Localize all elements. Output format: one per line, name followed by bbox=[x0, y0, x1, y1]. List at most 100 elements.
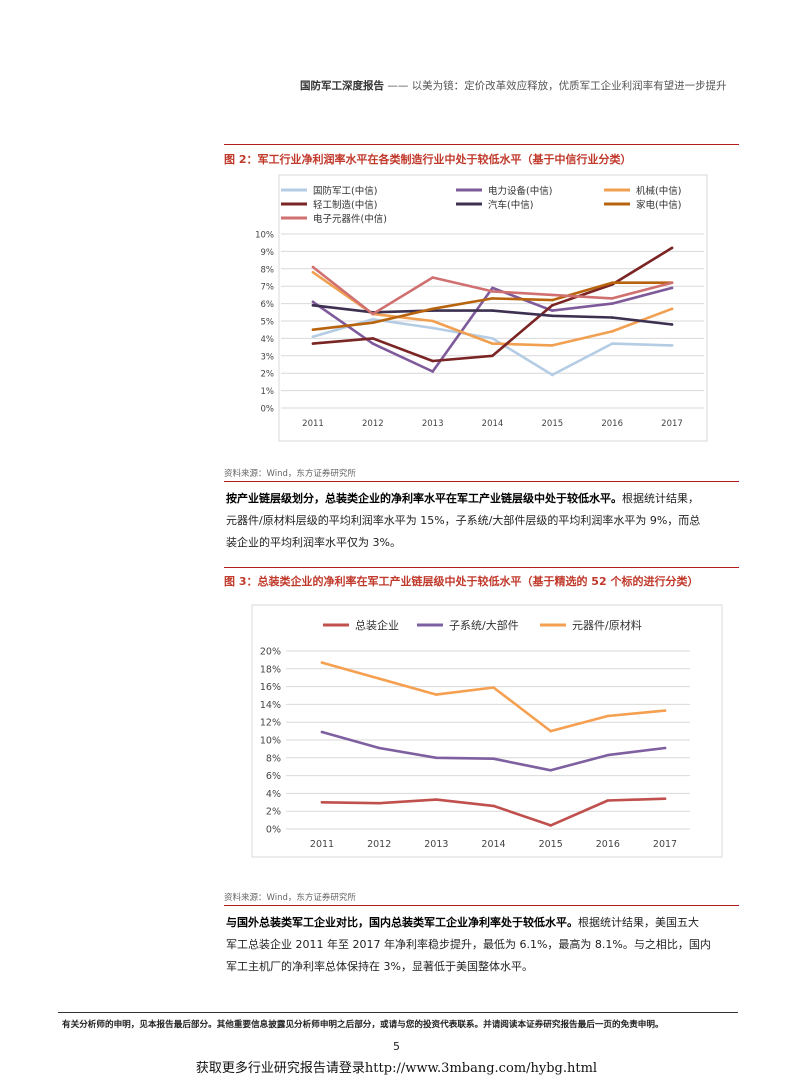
data-point bbox=[551, 293, 554, 297]
data-point bbox=[492, 804, 495, 808]
legend-label: 国防军工(中信) bbox=[313, 185, 377, 197]
promo-link[interactable]: 获取更多行业研究报告请登录http://www.3mbang.com/hybg.… bbox=[195, 1061, 598, 1076]
data-point bbox=[371, 312, 375, 316]
y-tick-label: 8% bbox=[266, 753, 281, 764]
x-tick-label: 2012 bbox=[367, 839, 391, 850]
legend-label: 元器件/原材料 bbox=[572, 618, 642, 632]
data-point bbox=[670, 286, 674, 290]
legend-label: 机械(中信) bbox=[636, 185, 681, 197]
data-point bbox=[492, 757, 495, 760]
data-point bbox=[491, 337, 494, 340]
figure3-bottom-rule bbox=[224, 905, 739, 906]
data-point bbox=[431, 370, 434, 373]
y-tick-label: 2% bbox=[266, 807, 281, 818]
paragraph-foreign-comparison: 与国外总装类军工企业对比，国内总装类军工企业净利率处于较低水平。根据统计结果，美… bbox=[226, 912, 738, 978]
legend-label: 总装企业 bbox=[355, 618, 399, 632]
data-point bbox=[371, 321, 375, 325]
figure3-top-rule bbox=[224, 567, 739, 568]
series-line-1 bbox=[311, 318, 674, 377]
data-point bbox=[670, 344, 674, 347]
y-tick-label: 7% bbox=[261, 283, 275, 293]
data-point bbox=[610, 302, 614, 305]
y-tick-label: 4% bbox=[261, 335, 275, 345]
report-name: 国防军工深度报告 bbox=[300, 80, 384, 92]
data-point bbox=[377, 801, 381, 805]
data-point bbox=[549, 768, 552, 772]
data-point bbox=[549, 729, 552, 733]
page-number: 5 bbox=[393, 1040, 400, 1053]
y-tick-label: 6% bbox=[261, 300, 275, 310]
data-point bbox=[610, 330, 614, 333]
footer-rule bbox=[58, 1012, 738, 1013]
x-tick-label: 2014 bbox=[481, 839, 505, 850]
y-tick-label: 20% bbox=[260, 647, 281, 658]
figure3-chart: 0% 2% 4% 6% 8% 10% 12% 14% 16% 18% 20% 2011 2012 2013… bbox=[251, 604, 723, 858]
y-tick-label: 16% bbox=[260, 682, 281, 693]
x-tick-label: 2012 bbox=[362, 419, 384, 429]
paragraph1-line1: 根据统计结果， bbox=[622, 492, 699, 505]
data-point bbox=[670, 281, 674, 285]
data-point bbox=[670, 246, 674, 250]
data-point bbox=[551, 304, 554, 307]
y-tick-label: 4% bbox=[266, 789, 281, 800]
paragraph-chain-levels: 按产业链层级划分，总装类企业的净利率水平在军工产业链层级中处于较低水平。根据统计… bbox=[226, 488, 738, 554]
figure2-title: 图 2：军工行业净利润率水平在各类制造行业中处于较低水平（基于中信行业分类） bbox=[224, 153, 632, 166]
data-point bbox=[320, 661, 324, 664]
paragraph2-line3: 军工主机厂的净利率总体保持在 3%，显著低于美国整体水平。 bbox=[226, 960, 533, 973]
header-dash: —— bbox=[387, 80, 409, 92]
data-point bbox=[663, 797, 667, 801]
data-point bbox=[491, 309, 494, 312]
data-point bbox=[606, 714, 610, 718]
data-point bbox=[551, 373, 554, 377]
legend-label: 家电(中信) bbox=[636, 199, 681, 211]
x-tick-label: 2015 bbox=[539, 839, 563, 850]
report-subtitle: 以美为镜：定价改革效应释放，优质军工企业利润率有望进一步提升 bbox=[411, 80, 727, 92]
x-tick-label: 2011 bbox=[302, 419, 324, 429]
y-tick-label: 2% bbox=[261, 370, 275, 380]
y-tick-label: 1% bbox=[261, 387, 275, 397]
data-point bbox=[606, 753, 610, 757]
data-point bbox=[431, 307, 434, 311]
footer-disclaimer: 有关分析师的申明，见本报告最后部分。其他重要信息披露见分析师申明之后部分，或请与… bbox=[62, 1020, 664, 1030]
figure2-top-rule bbox=[224, 144, 739, 145]
x-tick-label: 2014 bbox=[482, 419, 504, 429]
data-point bbox=[311, 300, 315, 304]
data-point bbox=[491, 297, 494, 300]
figure2-chart: 0% 1% 2% 3% 4% 5% 6% 7% 8% 9% 10% 2011 2012 2013 2014 2… bbox=[255, 174, 708, 442]
data-point bbox=[435, 756, 438, 760]
data-point bbox=[431, 276, 434, 279]
paragraph1-line2: 元器件/原材料层级的平均利润率水平为 15%，子系统/大部件层级的平均利润率水平… bbox=[226, 514, 701, 527]
y-tick-label: 3% bbox=[261, 352, 275, 362]
legend-label: 电力设备(中信) bbox=[488, 185, 552, 197]
data-point bbox=[491, 342, 494, 345]
data-point bbox=[610, 281, 614, 285]
data-point bbox=[311, 304, 315, 307]
paragraph1-line3: 装企业的平均利润率水平仅为 3%。 bbox=[226, 536, 401, 549]
data-point bbox=[491, 290, 494, 293]
data-point bbox=[371, 337, 375, 340]
data-point bbox=[431, 359, 434, 363]
series-line-1 bbox=[320, 797, 667, 827]
x-tick-label: 2017 bbox=[653, 839, 677, 850]
y-tick-label: 6% bbox=[266, 771, 281, 782]
x-tick-label: 2016 bbox=[596, 839, 620, 850]
data-point bbox=[435, 693, 438, 696]
data-point bbox=[551, 298, 554, 302]
paragraph2-lead: 与国外总装类军工企业对比，国内总装类军工企业净利率处于较低水平。 bbox=[226, 916, 578, 929]
data-point bbox=[610, 342, 614, 345]
x-tick-label: 2011 bbox=[310, 839, 334, 850]
data-point bbox=[371, 342, 375, 345]
chart-frame bbox=[278, 174, 708, 442]
paragraph2-line1: 根据统计结果，美国五大 bbox=[578, 916, 699, 929]
data-point bbox=[377, 746, 381, 750]
figure2-bottom-rule bbox=[224, 481, 739, 482]
y-tick-label: 9% bbox=[261, 248, 275, 258]
report-header: 国防军工深度报告 —— 以美为镜：定价改革效应释放，优质军工企业利润率有望进一步… bbox=[300, 78, 740, 93]
x-tick-label: 2015 bbox=[542, 419, 564, 429]
data-point bbox=[431, 326, 434, 330]
legend-label: 汽车(中信) bbox=[488, 199, 533, 211]
data-point bbox=[371, 317, 375, 321]
data-point bbox=[610, 316, 614, 319]
legend-label: 轻工制造(中信) bbox=[313, 199, 377, 211]
figure3-title: 图 3：总装类企业的净利率在军工产业链层级中处于较低水平（基于精选的 52 个标… bbox=[224, 575, 699, 588]
